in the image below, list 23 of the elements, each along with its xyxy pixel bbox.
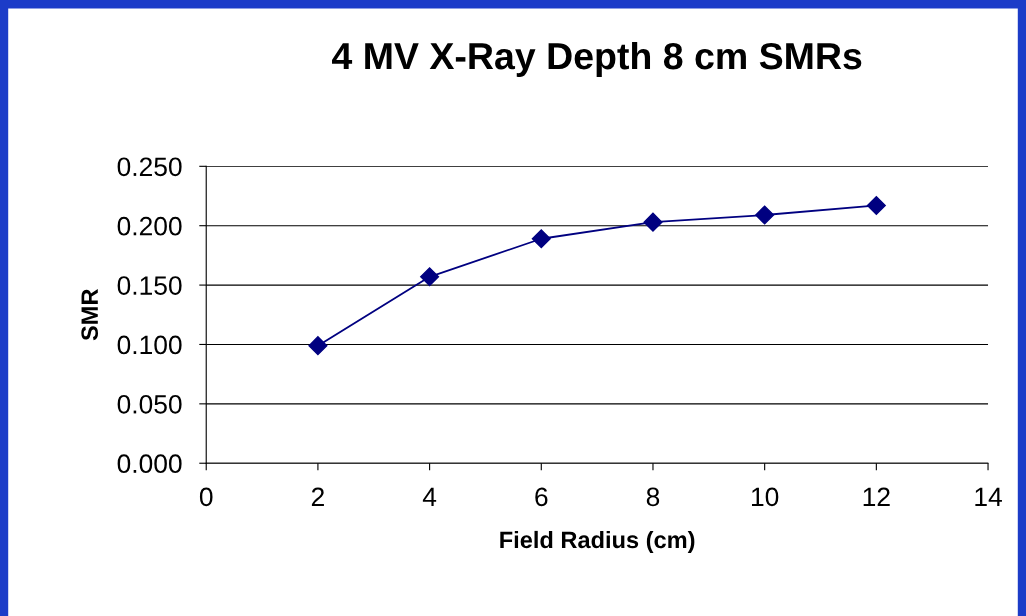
y-tick-label: 0.150 — [117, 276, 182, 295]
x-tick-label: 8 — [646, 487, 660, 507]
y-tick-label: 0.000 — [117, 454, 182, 474]
x-tick-label: 0 — [199, 487, 213, 507]
x-tick-label: 14 — [975, 487, 1002, 506]
y-tick-label: 0.200 — [117, 216, 182, 236]
y-tick-label: 0.100 — [117, 335, 182, 355]
point — [308, 336, 328, 356]
chart-title: 4 MV X-Ray Depth 8 cm SMRs — [332, 41, 862, 77]
x-tick-label: 6 — [535, 487, 548, 507]
x-tick-label: 4 — [422, 487, 437, 506]
x-tick-label: 10 — [752, 487, 779, 507]
point — [643, 212, 663, 232]
y-tick-label: 0.050 — [117, 394, 182, 414]
point — [866, 195, 886, 216]
x-tick-label: 2 — [311, 487, 324, 506]
x-tick-label: 12 — [863, 487, 890, 506]
x-axis-title: Field Radius (cm) — [500, 530, 695, 553]
point — [420, 267, 440, 287]
point — [531, 229, 551, 249]
y-tick-label: 0.250 — [117, 157, 182, 177]
y-axis-title: SMR — [81, 289, 99, 341]
point — [755, 205, 775, 225]
